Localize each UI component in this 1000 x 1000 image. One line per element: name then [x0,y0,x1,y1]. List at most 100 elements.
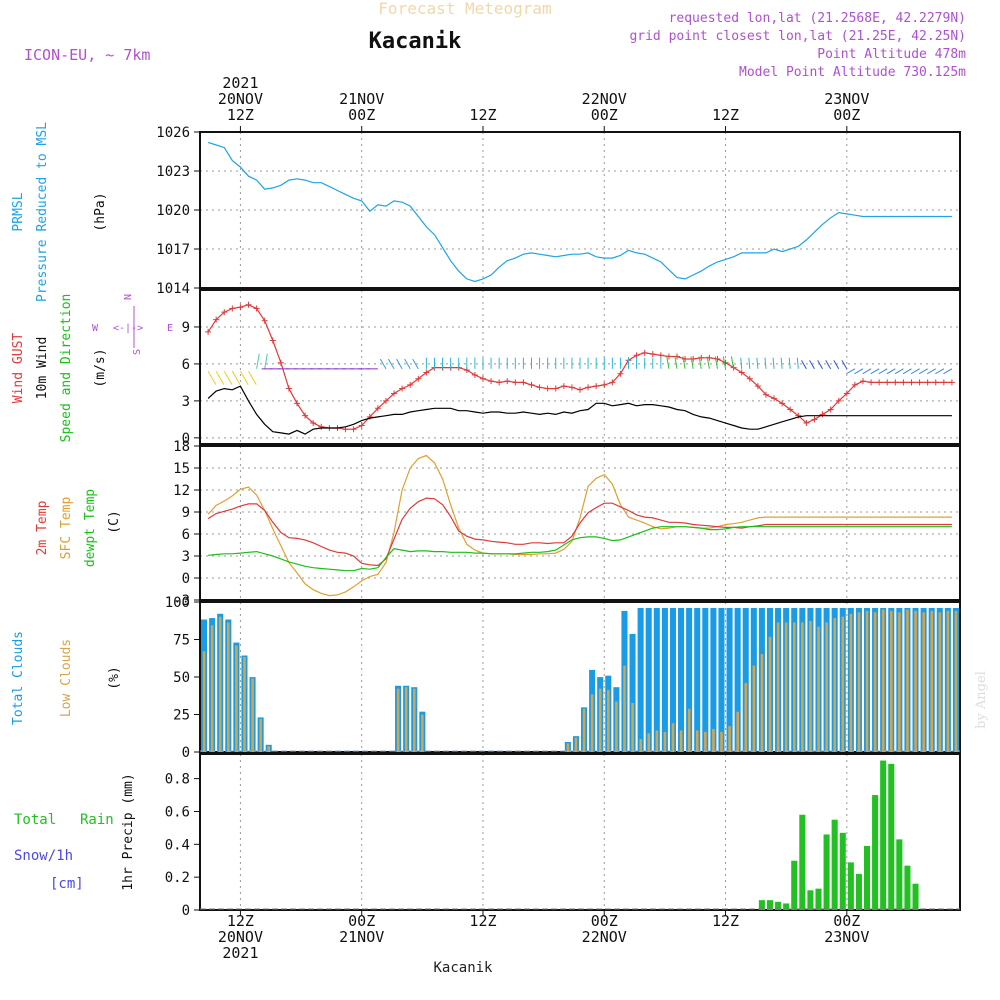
gust-marker [504,378,511,385]
low-cloud-bar [607,690,610,752]
ytick-label-wind: 3 [182,394,190,410]
low-cloud-bar [663,731,667,752]
ytick-label-temperature: 3 [182,549,190,565]
model-label: ICON-EU, ~ 7km [24,46,150,64]
wind-direction-arrow [714,356,718,369]
gust-marker [722,359,729,366]
panel-frame-pressure [199,131,961,289]
total-cloud-bar [734,608,741,752]
time-top-date: 20NOV [218,90,263,108]
gust-marker [237,304,244,311]
wind-direction-arrow [846,368,856,375]
gust-marker [302,412,309,419]
gust-marker [835,397,842,404]
gust-marker [916,379,923,386]
rain-bar [758,900,765,910]
total-cloud-bar [661,608,668,752]
gust-marker [771,395,778,402]
clouds-unit: (%) [107,666,122,689]
rain-bar [904,865,911,910]
plot-area: 101410171020102310260369-303691215180255… [156,74,961,962]
compass-s: S [132,349,143,355]
time-top-date: 23NOV [824,90,869,108]
gust-marker [520,379,527,386]
low-cloud-bar [776,622,780,752]
low-cloud-bar [582,708,586,752]
temp-unit: (C) [107,510,122,533]
gust-marker [803,420,810,427]
total-cloud-bar [669,608,676,752]
gust-marker [843,390,850,397]
ytick-label-pressure: 1020 [156,203,190,219]
compass-n: N [123,294,134,300]
low-cloud-bar [922,612,925,752]
low-cloud-bar [825,622,828,752]
time-bottom-date: 20NOV [218,928,263,946]
wind-direction-arrow [817,360,823,370]
gust-marker [285,385,292,392]
ytick-label-pressure: 1023 [156,164,190,180]
gust-marker [787,406,794,413]
low-cloud-bar [210,625,214,752]
low-clouds-label: Low Clouds [59,639,74,717]
model-altitude: Model Point Altitude 730.125m [739,65,966,80]
wind-direction-arrow [412,358,419,370]
wind-direction-arrow [223,371,233,385]
compass-arrow: <-|-> [113,323,143,334]
wind-direction-arrow [404,358,411,370]
gust-marker [488,378,495,385]
time-bottom-hour: 00Z [833,912,860,930]
time-bottom-hour: 00Z [348,912,375,930]
gust-marker [310,420,317,427]
wind-direction-arrow [943,368,953,375]
gust-marker [253,305,260,312]
gust-marker [577,386,583,393]
dewpt-label: dewpt Temp [83,489,98,567]
gust-marker [819,411,826,418]
low-cloud-bar [728,726,731,752]
gust-marker [868,379,875,386]
time-top-hour: 12Z [469,106,496,124]
gust-marker [585,384,592,391]
gust-marker [795,412,802,419]
gust-marker [851,381,858,388]
time-bottom-hour: 12Z [712,912,739,930]
wind-direction-arrow [788,357,791,369]
low-cloud-bar [712,728,715,752]
wind-direction-arrow [730,356,735,369]
wind-direction-arrow [801,360,807,370]
wind-direction-arrow [379,358,387,370]
low-cloud-bar [720,731,723,752]
gust-marker [892,379,899,386]
total-clouds-label: Total Clouds [11,631,26,725]
wind-direction-arrow [764,357,767,369]
wind-direction-arrow [698,356,702,369]
gust-marker [924,379,931,386]
gust-marker [415,375,422,382]
ytick-label-pressure: 1017 [156,242,190,258]
ytick-label-precipitation: 0.2 [165,870,190,886]
time-top-hour: 00Z [348,106,375,124]
wind-direction-arrow [248,371,257,385]
low-cloud-bar [695,730,699,752]
low-cloud-bar [243,656,246,752]
wind-direction-arrow [706,356,710,369]
gust-marker [399,385,406,392]
rain-bar [783,903,790,910]
gust-marker [859,378,866,385]
wind-direction-arrow [780,357,783,369]
gust-marker [544,385,551,392]
low-cloud-bar [218,616,222,752]
low-cloud-bar [227,622,230,752]
low-cloud-bar [914,610,917,752]
total-cloud-bar [637,608,644,752]
gust-marker [617,370,624,377]
gust-marker [407,381,414,388]
low-cloud-bar [623,665,626,752]
total-cloud-bar [694,608,701,752]
gust-marker [948,379,955,386]
low-cloud-bar [841,616,845,752]
low-cloud-bar [679,730,683,752]
wind-direction-arrow [772,357,775,369]
low-cloud-bar [566,743,570,752]
